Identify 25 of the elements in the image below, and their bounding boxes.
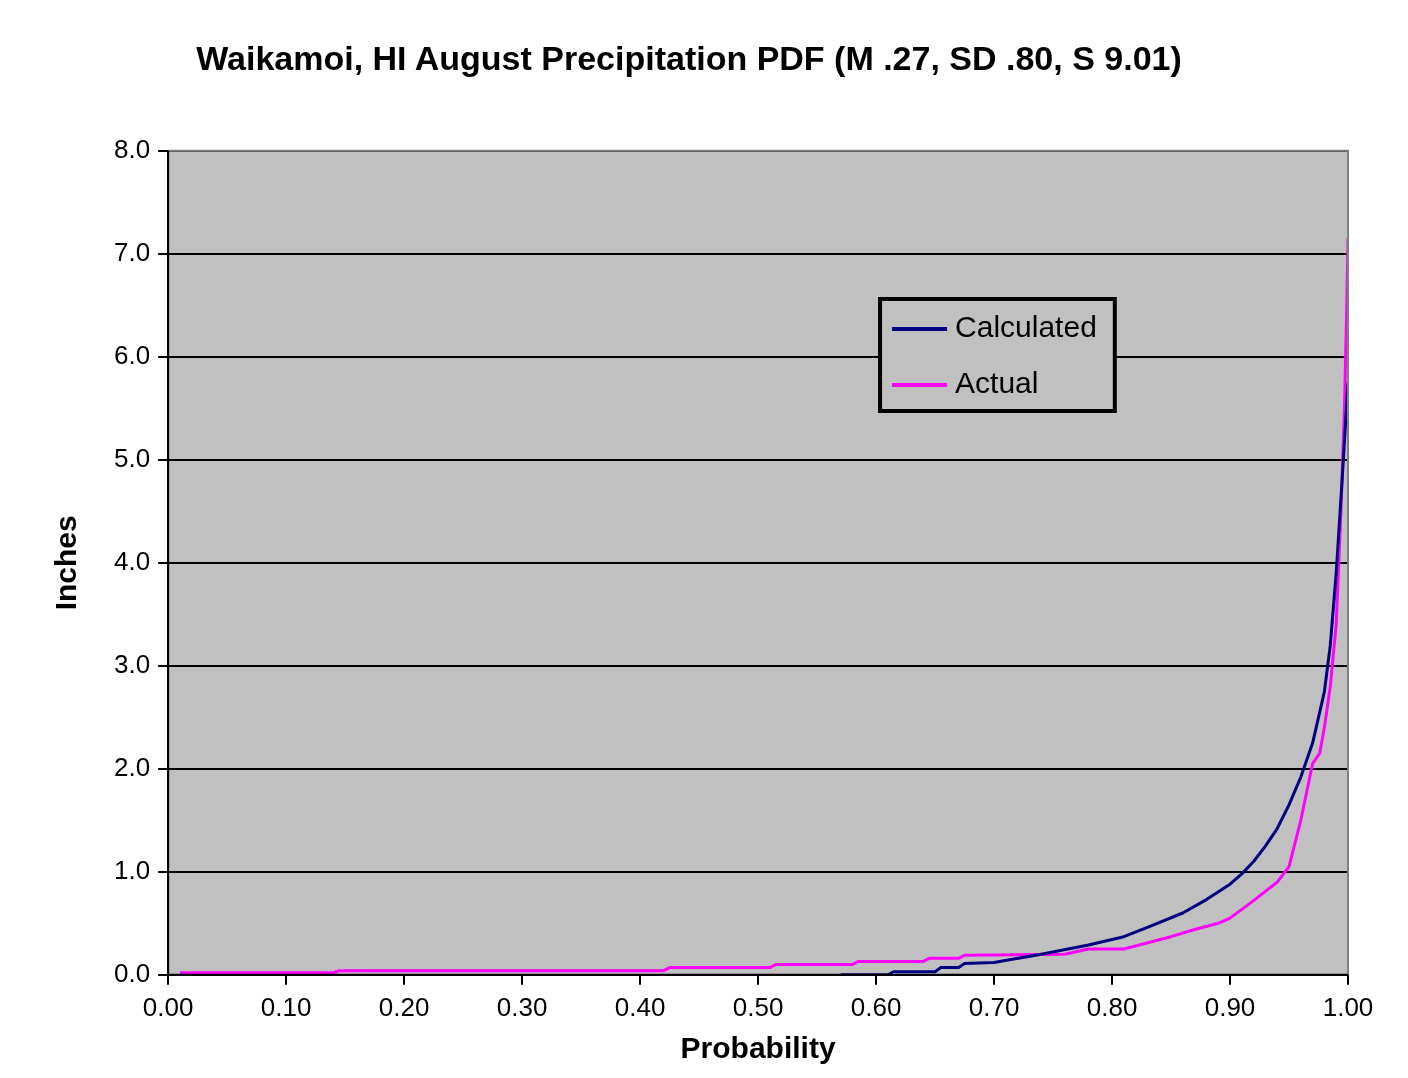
y-tick-label: 6.0 — [113, 339, 151, 370]
y-tick-label: 8.0 — [113, 133, 151, 164]
y-tick-label: 2.0 — [113, 751, 151, 782]
x-tick-label: 0.80 — [1086, 991, 1138, 1022]
x-tick-label: 0.40 — [614, 991, 666, 1022]
x-tick-label: 0.30 — [496, 991, 548, 1022]
x-axis-title: Probability — [680, 1031, 836, 1065]
chart-title: Waikamoi, HI August Precipitation PDF (M .27, SD .80, S 9.01) — [196, 38, 1182, 77]
y-tick-label: 7.0 — [113, 236, 151, 267]
y-tick-label: 1.0 — [113, 854, 151, 885]
x-tick-label: 1.00 — [1322, 991, 1374, 1022]
x-tick-label: 0.50 — [732, 991, 784, 1022]
legend-label: Actual — [955, 366, 1039, 400]
x-tick-label: 0.10 — [260, 991, 312, 1022]
x-tick-label: 0.70 — [968, 991, 1020, 1022]
x-tick-label: 0.60 — [850, 991, 902, 1022]
y-tick-label: 3.0 — [113, 648, 151, 679]
y-tick-label: 5.0 — [113, 442, 151, 473]
y-tick-label: 4.0 — [113, 545, 151, 576]
legend-label: Calculated — [955, 310, 1097, 344]
x-tick-label: 0.90 — [1204, 991, 1256, 1022]
x-tick-label: 0.20 — [378, 991, 430, 1022]
y-tick-label: 0.0 — [113, 957, 151, 988]
x-tick-label: 0.00 — [142, 991, 194, 1022]
y-axis-title: Inches — [49, 515, 83, 611]
